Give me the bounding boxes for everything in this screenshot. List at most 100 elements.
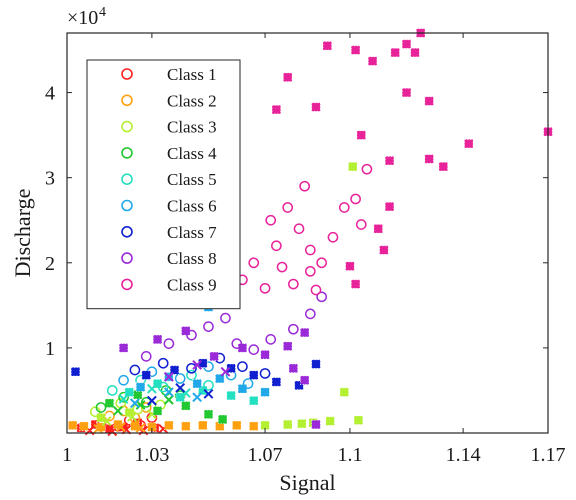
square-point [260, 350, 270, 360]
square-point [373, 224, 383, 234]
square-point [249, 370, 259, 380]
y-axis-exponent: ×10 [67, 7, 98, 29]
y-tick-label: 4 [45, 83, 55, 105]
square-point [124, 407, 134, 418]
circle-point [288, 278, 299, 290]
square-point [104, 398, 115, 408]
legend-label: Class 7 [167, 223, 217, 242]
square-point [311, 359, 321, 369]
circle-point [293, 223, 305, 235]
legend-marker [121, 94, 133, 107]
circle-point [265, 334, 277, 345]
square-point [348, 161, 358, 172]
square-point [311, 419, 321, 430]
circle-point [118, 391, 129, 403]
circle-point [129, 364, 141, 376]
cross-point [175, 382, 186, 393]
square-point [283, 419, 293, 430]
cross-point [93, 423, 104, 434]
square-point [226, 363, 236, 373]
legend-label: Class 5 [167, 170, 217, 189]
circle-point [118, 374, 129, 386]
cross-point [118, 394, 129, 404]
y-tick-label: 2 [45, 253, 55, 275]
circle-point [316, 257, 327, 269]
legend-label: Class 2 [167, 91, 217, 110]
square-point [260, 387, 270, 397]
legend-item: Class 5 [121, 170, 217, 189]
square-point [424, 154, 434, 164]
circle-point [259, 282, 271, 294]
square-point [390, 47, 400, 58]
legend-item: Class 4 [121, 144, 217, 163]
legend: Class 1 Class 2 Class 3 Class 4 Class 5 Class… [86, 59, 241, 310]
square-point [353, 415, 364, 425]
legend-label: Class 6 [167, 197, 217, 216]
legend-marker [121, 173, 133, 185]
legend-item: Class 1 [121, 65, 217, 84]
square-point [300, 375, 310, 385]
circle-point [304, 308, 316, 320]
cross-point [127, 411, 137, 422]
circle-point [186, 362, 197, 374]
cross-point [192, 360, 203, 370]
y-axis-title: Discharge [10, 189, 35, 278]
square-point [401, 39, 412, 49]
square-point [203, 409, 214, 419]
circle-point [95, 402, 107, 413]
square-point [169, 365, 180, 375]
square-point [249, 421, 259, 431]
square-point [345, 261, 355, 271]
square-point [217, 414, 228, 425]
legend-label: Class 8 [167, 249, 217, 268]
circle-point [157, 381, 169, 393]
square-point [410, 47, 420, 58]
x-tick-label: 1.17 [531, 444, 566, 466]
square-point [300, 327, 310, 338]
square-point [181, 421, 191, 431]
square-point [325, 416, 335, 426]
circle-point [271, 240, 282, 252]
square-point [438, 161, 448, 172]
y-tick-label: 1 [45, 338, 55, 360]
legend-marker [121, 226, 133, 238]
legend-item: Class 3 [121, 118, 217, 137]
square-point [283, 341, 293, 351]
circle-point [304, 265, 316, 277]
series-7 [70, 352, 321, 406]
legend-label: Class 9 [167, 275, 217, 294]
square-point [209, 351, 219, 362]
cross-point [146, 383, 157, 394]
series-3 [89, 161, 364, 430]
circle-point [282, 202, 294, 213]
circle-point [361, 163, 373, 175]
square-point [152, 378, 163, 389]
square-point [130, 421, 140, 431]
x-tick-label: 1 [62, 444, 72, 466]
legend-item: Class 7 [121, 223, 217, 242]
legend-box [86, 59, 241, 310]
legend-marker [121, 120, 133, 133]
circle-point [265, 214, 277, 226]
circle-point [338, 202, 350, 213]
cross-point [121, 424, 132, 435]
circle-point [186, 329, 197, 341]
legend-label: Class 1 [167, 65, 217, 84]
legend-item: Class 2 [121, 91, 217, 110]
circle-point [231, 338, 243, 349]
series-5 [106, 298, 259, 406]
square-point [288, 363, 299, 373]
square-point [424, 96, 434, 106]
legend-item: Class 6 [121, 197, 217, 216]
square-point [192, 378, 202, 389]
circle-point [174, 373, 186, 384]
circle-point [288, 323, 299, 335]
circle-point [304, 244, 316, 256]
y-axis-exponent-power: 4 [99, 5, 106, 20]
circle-point [248, 344, 260, 355]
square-point [141, 370, 151, 380]
circle-point [316, 291, 327, 303]
legend-label: Class 3 [167, 118, 217, 137]
cross-point [135, 400, 146, 410]
series-8 [118, 291, 327, 430]
